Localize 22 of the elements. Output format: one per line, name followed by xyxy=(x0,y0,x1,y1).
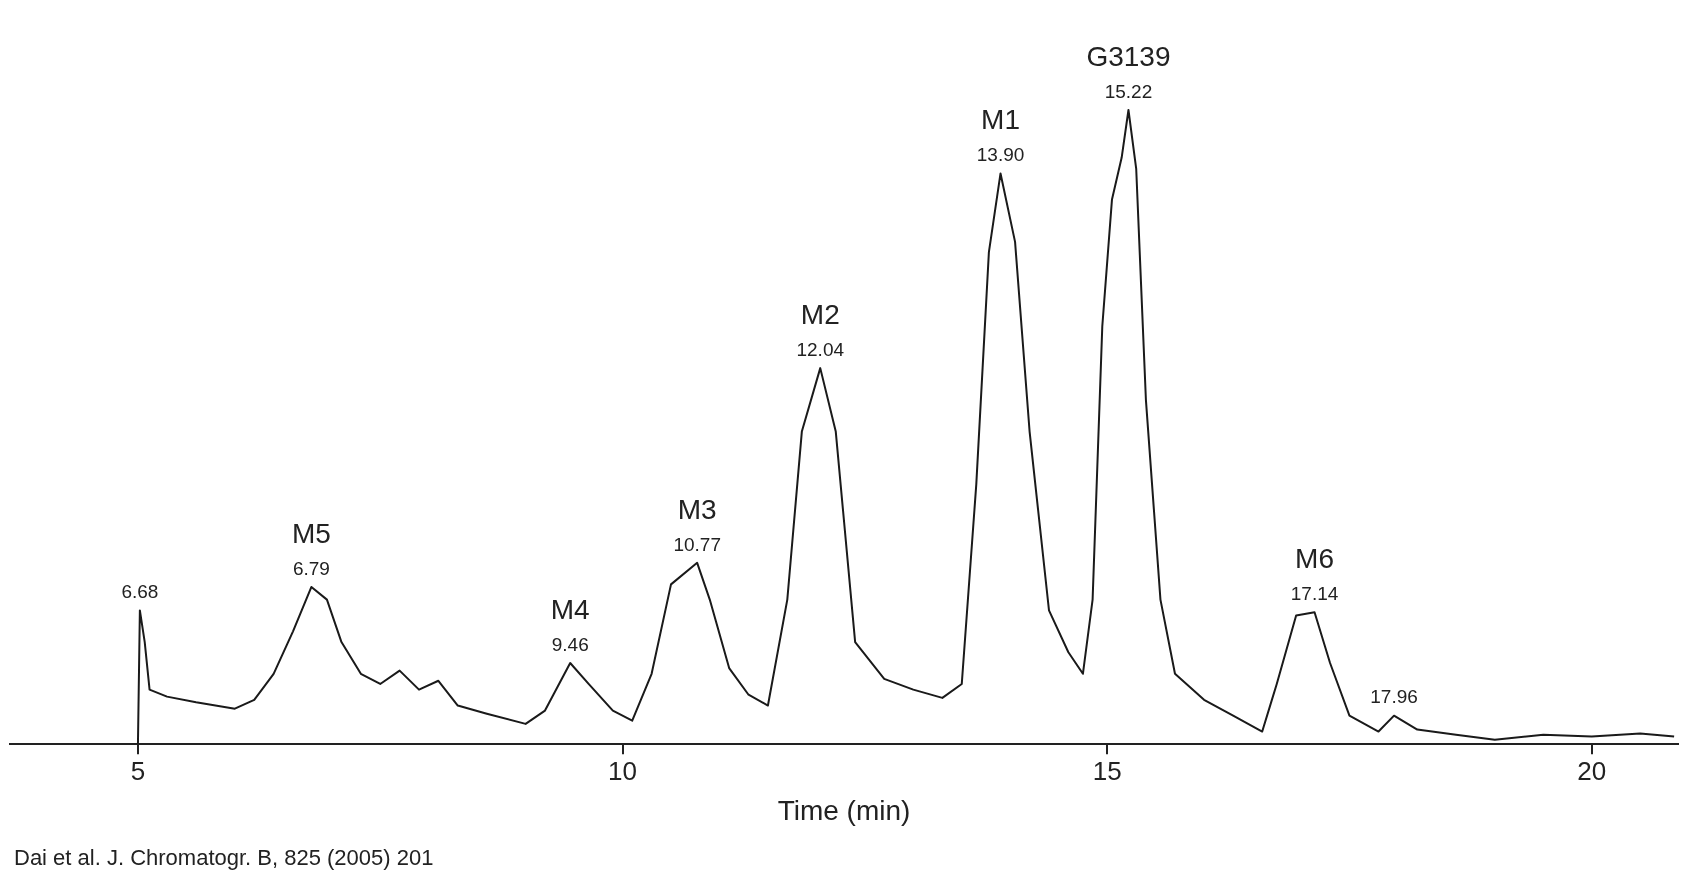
annotation: M3 xyxy=(677,493,717,525)
annotation: 12.04 xyxy=(796,338,845,360)
annotation: M5 xyxy=(291,517,331,549)
annotation: 17.96 xyxy=(1370,686,1418,708)
annotation: 6.68 xyxy=(121,581,159,603)
text: Dai et al. J. Chromatogr. B, 825 (2005) 201 xyxy=(14,845,434,871)
annotation: M6 xyxy=(1295,543,1334,575)
annotation: 17.14 xyxy=(1290,583,1339,605)
annotation: M1 xyxy=(981,104,1020,136)
x-tick-label: 5 xyxy=(130,755,146,786)
annotation: G3139 xyxy=(1086,40,1171,72)
annotation: M4 xyxy=(550,593,590,625)
annotation: 13.90 xyxy=(976,144,1025,166)
annotation: 15.22 xyxy=(1104,80,1153,102)
x-tick-label: 10 xyxy=(608,755,637,786)
annotation: 6.79 xyxy=(292,557,330,579)
annotation: M2 xyxy=(800,298,840,330)
x-axis-title: Time (min) xyxy=(777,794,911,826)
x-tick-label: 15 xyxy=(1092,755,1122,786)
x-tick-label: 20 xyxy=(1577,755,1607,786)
annotation: 9.46 xyxy=(551,633,589,655)
annotation: 10.77 xyxy=(673,533,721,555)
